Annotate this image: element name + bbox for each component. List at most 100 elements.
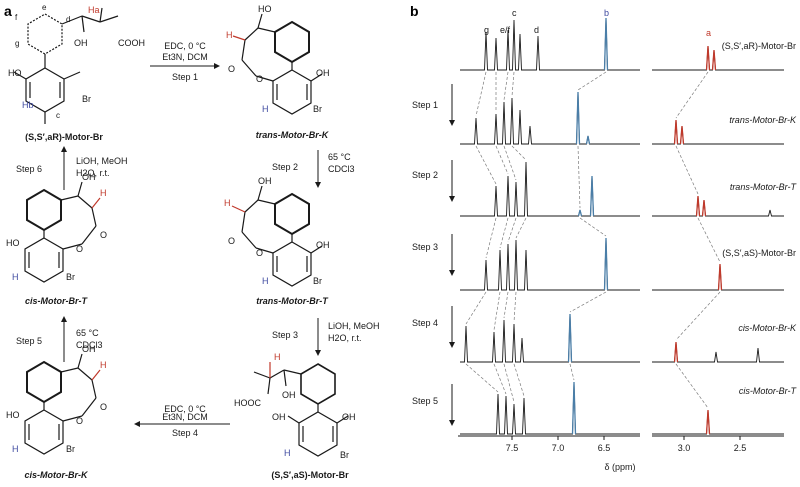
correlation-line-red-0 <box>675 71 709 119</box>
molecule-mid-left-labels: OH H O O HO Br H <box>6 172 107 282</box>
red-peak-row-2-0 <box>695 195 701 217</box>
step4-label: Step 4 <box>172 428 198 438</box>
atom-o: O <box>228 64 235 74</box>
blue-peak-row-4-0 <box>567 313 573 363</box>
correlation-line-aromatic-0-3 <box>511 71 515 97</box>
correlation-line-aromatic-4-3 <box>513 363 525 397</box>
step2-label: Step 2 <box>272 162 298 172</box>
step1-cond2: Et3N, DCM <box>162 52 208 62</box>
atom-br: Br <box>82 94 91 104</box>
compound-label-mid-left: cis-Motor-Br-T <box>25 296 88 306</box>
row-label-3: (S,S′,aS)-Motor-Br <box>722 248 796 258</box>
atom-h: H <box>262 276 269 286</box>
atom-br: Br <box>66 444 75 454</box>
tick-label-7-5: 7.5 <box>506 443 519 453</box>
panel-b-letter: b <box>410 3 419 19</box>
step3-label: Step 3 <box>272 330 298 340</box>
correlation-line-aromatic-1-1 <box>495 145 509 175</box>
row-label-2: trans-Motor-Br-T <box>730 182 798 192</box>
red-peak-row-2-1 <box>701 199 707 217</box>
atom-o: O <box>256 248 263 258</box>
atom-d: d <box>66 15 70 24</box>
compound-label-top-right: trans-Motor-Br-K <box>256 130 330 140</box>
correlation-line-aromatic-2-2 <box>507 217 517 243</box>
atom-f: f <box>15 13 18 22</box>
row-label-5: cis-Motor-Br-T <box>739 386 798 396</box>
atom-oh: OH <box>316 240 330 250</box>
atom-oh: OH <box>258 176 272 186</box>
correlation-line-aromatic-1-0 <box>475 145 497 185</box>
row-label-4: cis-Motor-Br-K <box>738 323 797 333</box>
peak-label-c: c <box>512 8 517 18</box>
atom-o: O <box>76 416 83 426</box>
correlation-line-aromatic-0-0 <box>475 71 487 117</box>
step3-cond1: LiOH, MeOH <box>328 321 380 331</box>
atom-oh: OH <box>282 390 296 400</box>
atom-oh: OH <box>82 172 96 182</box>
x-axis <box>458 435 784 440</box>
correlation-line-aromatic-1-3 <box>511 145 527 161</box>
spectrum-trace-row-4-seg-0 <box>460 313 640 363</box>
spectrum-trace-row-0-seg-0 <box>460 17 640 71</box>
tick-label-6-5: 6.5 <box>598 443 611 453</box>
step6-cond2: H2O, r.t. <box>76 168 110 178</box>
step4-cond1: EDC, 0 °C <box>164 404 206 414</box>
correlation-line-blue-0 <box>577 71 607 91</box>
step-label-4: Step 4 <box>412 318 438 328</box>
compound-label-mid-right: trans-Motor-Br-T <box>256 296 329 306</box>
step1-label: Step 1 <box>172 72 198 82</box>
step2-cond2: CDCl3 <box>328 164 355 174</box>
blue-peak-row-3-0 <box>603 237 609 291</box>
atom-br: Br <box>66 272 75 282</box>
step2-cond1: 65 °C <box>328 152 351 162</box>
spectrum-trace-row-2-seg-1 <box>652 195 784 217</box>
step-labels: Step 1 Step 2 Step 3 Step 4 Step 5 <box>412 100 438 406</box>
spectrum-trace-row-3-seg-0 <box>460 237 640 291</box>
molecule-top-left <box>13 7 119 124</box>
upper-pyridyl-ring <box>300 363 336 405</box>
atom-h: H <box>224 198 231 208</box>
lower-phenyl-ring <box>24 409 64 455</box>
peak-labels: g e/f c d b a <box>484 8 711 38</box>
red-peak-row-3-0 <box>717 263 723 291</box>
molecule-bottom-right-labels: HOOC H OH OH OH Br H <box>234 352 356 460</box>
peak-label-b: b <box>604 8 609 18</box>
correlation-line-aromatic-3-2 <box>503 291 509 319</box>
reaction-arrows <box>61 63 321 427</box>
correlation-line-aromatic-3-0 <box>465 291 487 325</box>
molecule-mid-right-labels: OH H O O OH Br H <box>224 176 330 286</box>
atom-h: H <box>262 104 269 114</box>
correlation-line-red-4 <box>675 363 709 409</box>
upper-phenyl-ring <box>274 192 310 236</box>
atom-o: O <box>228 236 235 246</box>
atom-ho: HO <box>258 4 272 14</box>
correlation-line-blue-2 <box>579 217 607 237</box>
atom-oh: OH <box>316 68 330 78</box>
atom-h: H <box>12 444 19 454</box>
atom-br: Br <box>340 450 349 460</box>
compound-label-top-left: (S,S′,aR)-Motor-Br <box>25 132 103 142</box>
correlation-line-blue-1 <box>577 145 581 209</box>
red-peak-row-0-1 <box>711 49 717 71</box>
step-label-5: Step 5 <box>412 396 438 406</box>
atom-cooh: COOH <box>118 38 145 48</box>
molecule-bottom-left-labels: OH H O O HO Br H <box>6 344 107 454</box>
atom-h: H <box>100 188 107 198</box>
reaction-scheme: COOH OH HO Br Ha Hb f e d g c (S,S′,aR)-… <box>6 3 380 480</box>
correlation-line-blue-4 <box>569 363 575 381</box>
atom-hooc: HOOC <box>234 398 262 408</box>
atom-ho: HO <box>8 68 22 78</box>
step5-cond2: CDCl3 <box>76 340 103 350</box>
correlation-line-red-2 <box>697 217 721 263</box>
peak-label-g: g <box>484 25 489 35</box>
step-label-3: Step 3 <box>412 242 438 252</box>
atom-h: H <box>226 30 233 40</box>
row-label-0: (S,S′,aR)-Motor-Br <box>722 41 796 51</box>
atom-oh: OH <box>82 344 96 354</box>
step1-cond1: EDC, 0 °C <box>164 41 206 51</box>
blue-peak-row-5-0 <box>571 381 577 435</box>
blue-peak-row-0-0 <box>603 17 609 71</box>
tick-label-3-0: 3.0 <box>678 443 691 453</box>
molecule-mid-left <box>24 181 101 283</box>
upper-phenyl-ring <box>27 13 63 55</box>
